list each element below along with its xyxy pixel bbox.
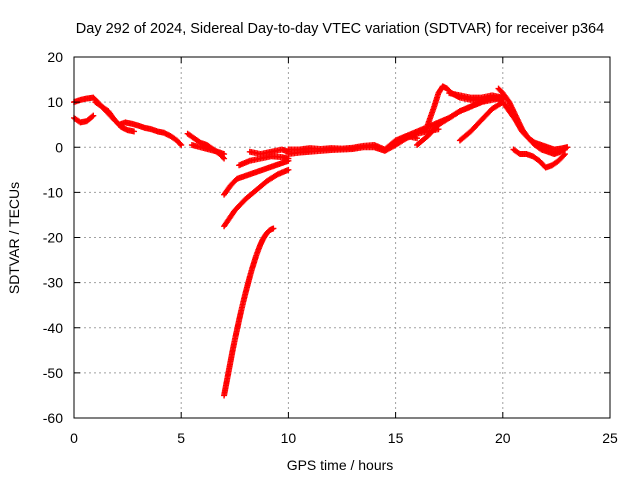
series-arc-5 xyxy=(188,141,228,158)
data-point xyxy=(270,225,277,232)
data-point xyxy=(221,151,228,158)
series-arc-20 xyxy=(510,146,568,171)
y-tick-label: -10 xyxy=(43,184,63,200)
y-tick-label: -60 xyxy=(43,410,63,426)
x-tick-label: 25 xyxy=(602,430,618,446)
series-arc-3 xyxy=(92,99,138,135)
series-arc-1 xyxy=(71,112,97,126)
x-tick-label: 15 xyxy=(388,430,404,446)
axis-ticks: 0 5 10 15 20 25 -60 -50 -40 -30 -20 -10 0 10 20 xyxy=(43,49,618,446)
data-point xyxy=(178,141,185,148)
y-tick-label: 10 xyxy=(47,94,63,110)
data-point xyxy=(131,128,138,135)
data-point xyxy=(562,145,569,152)
data-point xyxy=(561,151,568,158)
grid-lines xyxy=(74,57,610,418)
y-tick-label: -20 xyxy=(43,230,63,246)
series-arc-19 xyxy=(499,99,571,158)
y-tick-label: -50 xyxy=(43,365,63,381)
x-axis-label: GPS time / hours xyxy=(287,457,394,473)
data-point xyxy=(564,144,571,151)
y-axis-label: SDTVAR / TECUs xyxy=(6,182,22,294)
data-point xyxy=(285,166,292,173)
series-arc-16 xyxy=(446,90,506,101)
x-tick-label: 5 xyxy=(177,430,185,446)
series-arc-17 xyxy=(456,99,506,144)
x-tick-label: 10 xyxy=(281,430,297,446)
data-point xyxy=(560,152,567,159)
y-tick-label: 0 xyxy=(55,139,63,155)
series-arc-6 xyxy=(221,225,277,399)
data-point xyxy=(177,140,184,147)
y-tick-label: -30 xyxy=(43,275,63,291)
data-point xyxy=(89,113,96,120)
series-arc-10 xyxy=(246,146,292,158)
x-tick-label: 0 xyxy=(70,430,78,446)
series-arc-8 xyxy=(221,166,292,230)
data-point xyxy=(414,135,421,142)
x-tick-label: 20 xyxy=(495,430,511,446)
y-tick-label: 20 xyxy=(47,49,63,65)
chart-title: Day 292 of 2024, Sidereal Day-to-day VTE… xyxy=(76,21,604,37)
data-point xyxy=(90,112,97,119)
y-tick-label: -40 xyxy=(43,320,63,336)
data-series xyxy=(71,83,571,399)
series-arc-7 xyxy=(221,157,292,198)
